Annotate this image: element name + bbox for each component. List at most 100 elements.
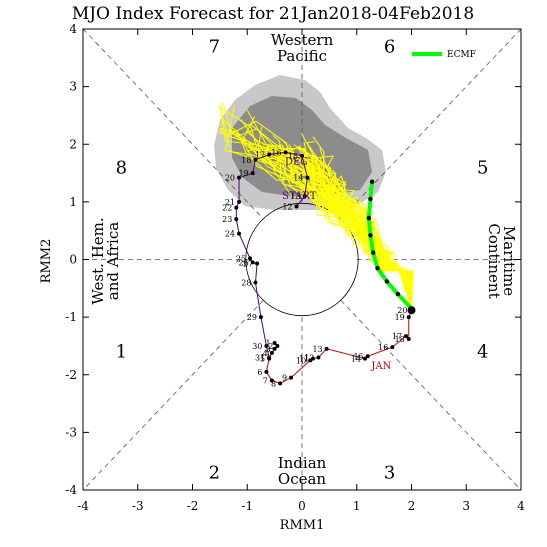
- day-label: 5: [260, 355, 265, 364]
- series-point: [247, 256, 252, 261]
- series-point: [250, 171, 255, 176]
- day-label: 31: [255, 353, 265, 362]
- region-west-hem-line1: West. Hem.: [89, 217, 107, 304]
- day-label: 22: [222, 204, 232, 213]
- phase-label: 3: [384, 463, 395, 484]
- y-axis-label: RMM2: [39, 239, 54, 284]
- day-label: 2: [268, 342, 273, 351]
- day-label: 21: [225, 198, 235, 207]
- series-point: [300, 153, 304, 158]
- x-tick-label: 3: [462, 499, 470, 513]
- y-tick-label: -3: [65, 425, 77, 439]
- y-tick-label: -1: [65, 310, 77, 324]
- x-tick-label: -1: [241, 499, 253, 513]
- region-labels: Western Pacific Indian Ocean West. Hem. …: [89, 31, 518, 488]
- series-point: [283, 150, 288, 155]
- phase-label: 1: [116, 342, 127, 363]
- day-label: 17: [255, 151, 265, 160]
- current-position-marker: [407, 306, 416, 315]
- x-tick-label: -3: [132, 499, 144, 513]
- day-label: 13: [312, 345, 322, 354]
- series-point: [324, 346, 329, 351]
- x-axis-ticks: -4 -3 -2 -1 0 1 2 3 4: [77, 29, 525, 513]
- series-point: [370, 250, 376, 255]
- x-tick-label: 4: [517, 499, 525, 513]
- day-label: 28: [241, 279, 251, 288]
- phase-label: 8: [116, 157, 127, 178]
- series-point: [390, 345, 395, 350]
- day-label: 17: [392, 332, 402, 341]
- region-west-hem-line2: and Africa: [104, 222, 122, 300]
- series-point: [255, 261, 260, 266]
- month-label: JAN: [370, 361, 391, 372]
- unit-circle: [245, 202, 359, 317]
- series-point: [362, 356, 367, 361]
- series-point: [406, 337, 411, 342]
- day-label: 4: [263, 349, 268, 358]
- day-label: 12: [282, 202, 292, 211]
- day-label: 3: [266, 345, 271, 354]
- day-label: 24: [225, 230, 235, 239]
- series-point: [264, 343, 269, 348]
- series-point: [267, 152, 272, 157]
- y-tick-label: -2: [65, 368, 77, 382]
- region-indian-ocean-line1: Indian: [278, 454, 327, 472]
- series-point: [272, 346, 277, 351]
- series-point: [365, 354, 370, 359]
- day-label: 13: [291, 192, 301, 201]
- x-tick-label: 1: [353, 499, 361, 513]
- series-point: [234, 217, 239, 222]
- day-label: 26: [239, 258, 249, 267]
- day-label: 1: [266, 339, 271, 348]
- series-point: [278, 381, 283, 386]
- day-label: 14: [293, 174, 303, 183]
- phase-label: 6: [384, 36, 395, 57]
- series-point: [395, 291, 401, 297]
- divider-nw: [82, 28, 264, 220]
- x-axis-label: RMM1: [280, 518, 325, 533]
- day-label: 20: [225, 174, 235, 183]
- region-western-pacific-line1: Western: [271, 31, 334, 49]
- series-point: [305, 175, 310, 180]
- x-tick-label: -4: [77, 499, 89, 513]
- y-tick-label: 0: [69, 253, 77, 267]
- day-label: 20: [397, 306, 407, 315]
- series-point: [272, 341, 277, 346]
- series-point: [302, 194, 307, 199]
- series-point: [269, 378, 274, 383]
- series-point: [234, 205, 239, 210]
- day-label: 9: [282, 374, 287, 383]
- day-label: 7: [263, 377, 268, 386]
- series-point: [289, 375, 294, 380]
- series-point: [253, 157, 258, 162]
- y-tick-label: -4: [65, 483, 77, 497]
- series-point: [264, 369, 269, 374]
- day-label: 29: [247, 313, 257, 322]
- divider-sw: [82, 299, 264, 491]
- series-point: [250, 260, 255, 265]
- series-point: [369, 179, 375, 184]
- series-point: [406, 315, 411, 320]
- day-label: 16: [378, 343, 388, 352]
- y-tick-label: 3: [69, 80, 77, 94]
- day-label: 6: [257, 368, 262, 377]
- divider-se: [340, 299, 522, 491]
- series-point: [237, 175, 242, 180]
- day-label: 19: [395, 313, 405, 322]
- series-point: [368, 196, 373, 202]
- series-point: [237, 231, 242, 236]
- series-point: [294, 204, 299, 209]
- day-label: 8: [271, 379, 276, 388]
- day-label: 25: [236, 254, 246, 263]
- day-label: 10: [296, 356, 306, 365]
- region-indian-ocean-line2: Ocean: [278, 470, 327, 488]
- series-point: [384, 279, 390, 284]
- legend-ecmf-label: ECMF: [447, 50, 476, 60]
- phase-label: 7: [209, 36, 220, 57]
- series-point: [237, 199, 242, 204]
- ensemble-member-line: [297, 145, 412, 309]
- day-label: 15: [354, 352, 364, 361]
